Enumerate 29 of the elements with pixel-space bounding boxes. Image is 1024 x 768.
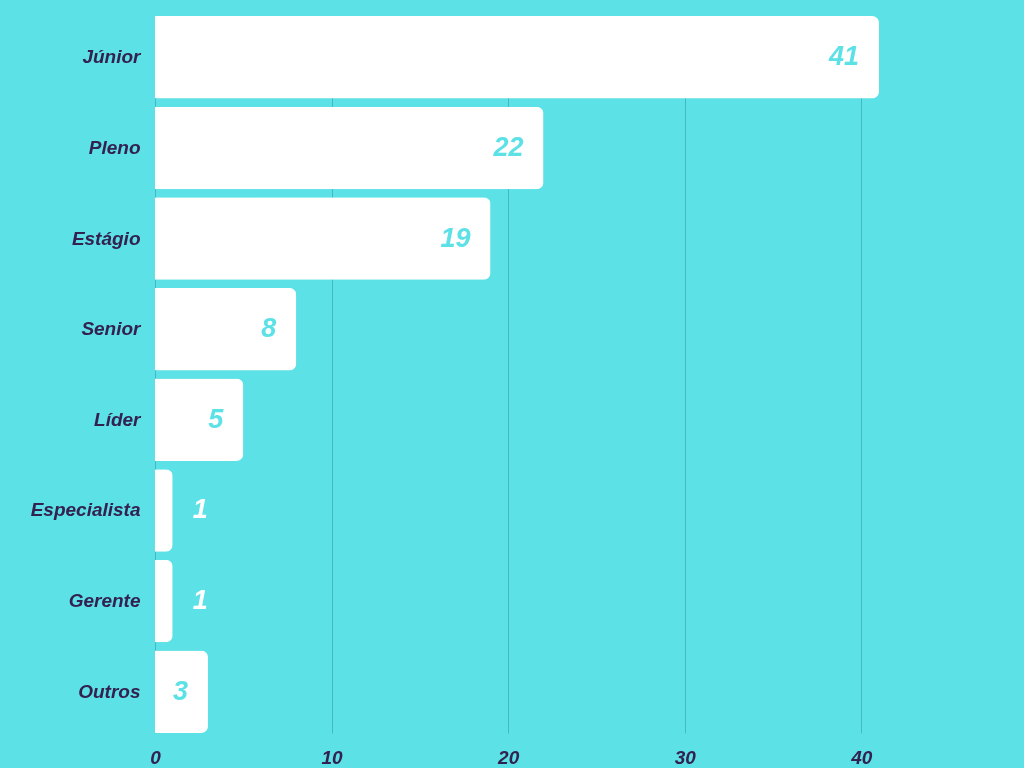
x-tick-label: 20 (497, 746, 520, 768)
y-tick-label: Líder (94, 408, 143, 430)
y-tick-label: Gerente (68, 590, 141, 612)
bar (155, 378, 244, 462)
y-tick-label: Júnior (82, 46, 143, 68)
data-label: 1 (192, 494, 208, 525)
y-tick-label: Estágio (71, 227, 141, 249)
data-label: 8 (261, 313, 277, 344)
x-tick-label: 0 (150, 746, 162, 768)
x-tick-label: 40 (850, 746, 873, 768)
bar (155, 650, 208, 733)
y-tick-label: Senior (81, 318, 143, 340)
data-label: 19 (440, 222, 471, 253)
bar (155, 559, 173, 643)
data-label: 22 (492, 131, 524, 162)
y-tick-label: Outros (78, 680, 141, 702)
data-label: 5 (208, 403, 225, 434)
y-tick-label: Pleno (88, 136, 141, 158)
x-tick-label: 10 (321, 746, 344, 768)
x-tick-label: 30 (674, 746, 697, 768)
bar (155, 197, 491, 280)
data-label: 41 (827, 41, 859, 72)
bar (155, 16, 879, 99)
data-label: 3 (172, 675, 188, 706)
bar (155, 106, 544, 190)
data-label: 1 (192, 585, 208, 616)
bar (155, 287, 297, 371)
y-tick-label: Especialista (30, 499, 141, 521)
bar (155, 469, 173, 552)
